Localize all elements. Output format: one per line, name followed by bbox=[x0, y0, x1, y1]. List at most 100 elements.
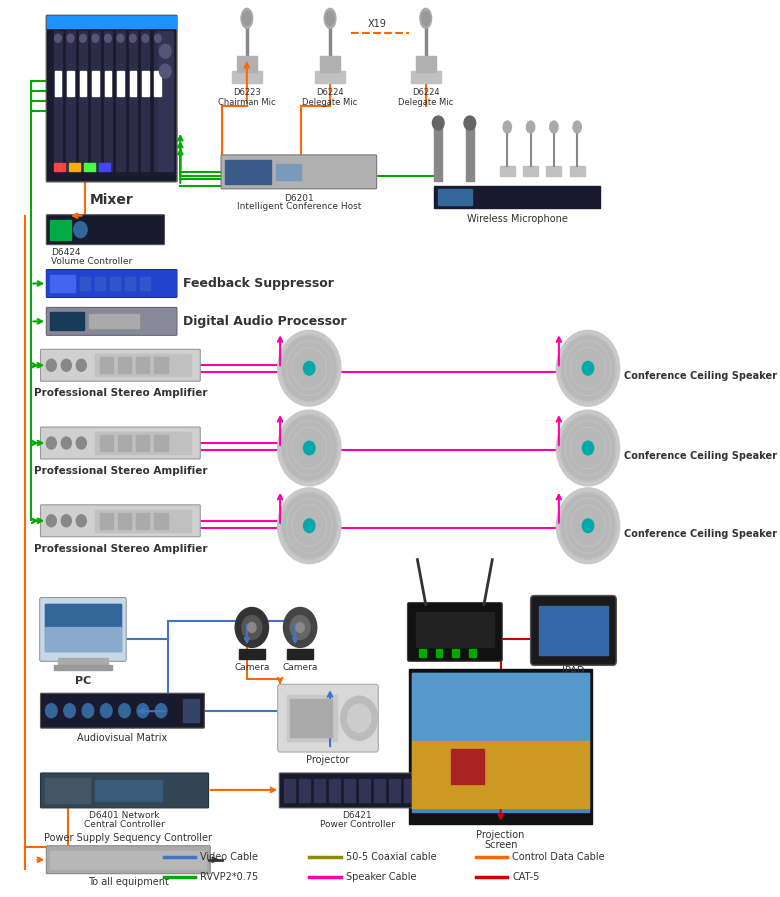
Circle shape bbox=[278, 410, 341, 486]
Text: Video Cable: Video Cable bbox=[200, 852, 258, 862]
Text: Power Controller: Power Controller bbox=[320, 820, 395, 829]
Bar bbox=[105, 71, 112, 96]
Ellipse shape bbox=[550, 121, 558, 133]
Bar bbox=[438, 188, 472, 205]
Text: To all equipment: To all equipment bbox=[88, 876, 168, 886]
Bar bbox=[136, 357, 150, 373]
Bar bbox=[91, 31, 100, 170]
Bar bbox=[136, 513, 150, 528]
Bar bbox=[237, 57, 257, 72]
Text: Volume Controller: Volume Controller bbox=[51, 257, 133, 266]
Circle shape bbox=[154, 34, 161, 42]
Bar bbox=[314, 779, 325, 802]
Text: D6224: D6224 bbox=[412, 88, 440, 97]
Bar bbox=[51, 274, 76, 292]
Bar bbox=[523, 166, 538, 176]
Ellipse shape bbox=[421, 12, 430, 25]
Bar bbox=[500, 166, 515, 176]
Text: IPAD: IPAD bbox=[562, 666, 585, 676]
FancyBboxPatch shape bbox=[221, 155, 377, 188]
Bar bbox=[154, 513, 168, 528]
Bar bbox=[95, 780, 162, 801]
Text: CAT-5: CAT-5 bbox=[512, 872, 540, 882]
Circle shape bbox=[282, 414, 337, 482]
Text: Feedback Suppressor: Feedback Suppressor bbox=[183, 277, 334, 290]
Circle shape bbox=[236, 607, 268, 648]
Text: D6421: D6421 bbox=[342, 811, 372, 820]
Circle shape bbox=[62, 360, 71, 371]
Circle shape bbox=[101, 704, 112, 718]
Circle shape bbox=[556, 488, 619, 563]
Text: Screen: Screen bbox=[484, 840, 517, 849]
Bar bbox=[466, 126, 474, 181]
Bar bbox=[154, 31, 162, 170]
Bar bbox=[44, 778, 90, 803]
Bar bbox=[154, 435, 168, 451]
Bar bbox=[95, 276, 105, 291]
FancyBboxPatch shape bbox=[46, 270, 177, 298]
Text: Digital Audio Processor: Digital Audio Processor bbox=[183, 315, 346, 328]
Bar bbox=[434, 186, 601, 208]
Text: Wireless Microphone: Wireless Microphone bbox=[467, 213, 568, 223]
FancyBboxPatch shape bbox=[41, 773, 208, 808]
Bar bbox=[54, 31, 62, 170]
Bar bbox=[58, 658, 108, 666]
FancyBboxPatch shape bbox=[41, 427, 200, 459]
FancyBboxPatch shape bbox=[41, 693, 204, 728]
Bar bbox=[55, 71, 62, 96]
Text: D6401 Network: D6401 Network bbox=[89, 811, 160, 820]
Text: Professional Stereo Amplifier: Professional Stereo Amplifier bbox=[34, 388, 207, 398]
Circle shape bbox=[76, 360, 87, 371]
Circle shape bbox=[137, 704, 149, 718]
Bar bbox=[136, 435, 150, 451]
Circle shape bbox=[348, 704, 370, 732]
Text: Chairman Mic: Chairman Mic bbox=[218, 98, 275, 107]
Ellipse shape bbox=[526, 121, 535, 133]
Bar bbox=[129, 71, 136, 96]
Circle shape bbox=[117, 34, 124, 42]
Bar bbox=[51, 220, 71, 239]
Bar bbox=[100, 357, 113, 373]
Text: Conference Ceiling Speaker: Conference Ceiling Speaker bbox=[624, 371, 777, 381]
Bar bbox=[118, 357, 131, 373]
Circle shape bbox=[155, 704, 167, 718]
Bar bbox=[451, 749, 484, 784]
Bar bbox=[416, 57, 436, 72]
Text: D6223: D6223 bbox=[233, 88, 261, 97]
Bar bbox=[344, 779, 355, 802]
Bar bbox=[287, 649, 314, 659]
Circle shape bbox=[278, 330, 341, 406]
Circle shape bbox=[80, 34, 87, 42]
Bar bbox=[359, 779, 370, 802]
Bar bbox=[126, 276, 136, 291]
Text: D6424: D6424 bbox=[51, 248, 81, 257]
Bar bbox=[469, 649, 476, 658]
FancyBboxPatch shape bbox=[40, 597, 126, 661]
Ellipse shape bbox=[326, 12, 334, 25]
Bar bbox=[232, 71, 262, 83]
Circle shape bbox=[556, 330, 619, 406]
Bar bbox=[44, 604, 121, 627]
Text: D6201: D6201 bbox=[284, 194, 314, 203]
Bar bbox=[413, 674, 589, 812]
Circle shape bbox=[341, 696, 378, 740]
FancyBboxPatch shape bbox=[46, 846, 211, 874]
Bar bbox=[141, 31, 150, 170]
Circle shape bbox=[46, 437, 56, 449]
Bar bbox=[54, 163, 66, 170]
Circle shape bbox=[159, 44, 171, 58]
Bar bbox=[411, 71, 441, 83]
Circle shape bbox=[46, 515, 56, 527]
Circle shape bbox=[119, 704, 130, 718]
Circle shape bbox=[282, 492, 337, 559]
Bar bbox=[158, 31, 173, 170]
Bar bbox=[95, 509, 191, 532]
Bar bbox=[51, 850, 206, 868]
Bar bbox=[320, 57, 340, 72]
Circle shape bbox=[105, 34, 112, 42]
Bar bbox=[66, 31, 75, 170]
Ellipse shape bbox=[573, 121, 581, 133]
Bar bbox=[99, 163, 111, 170]
Bar bbox=[409, 669, 592, 823]
Bar bbox=[117, 71, 124, 96]
